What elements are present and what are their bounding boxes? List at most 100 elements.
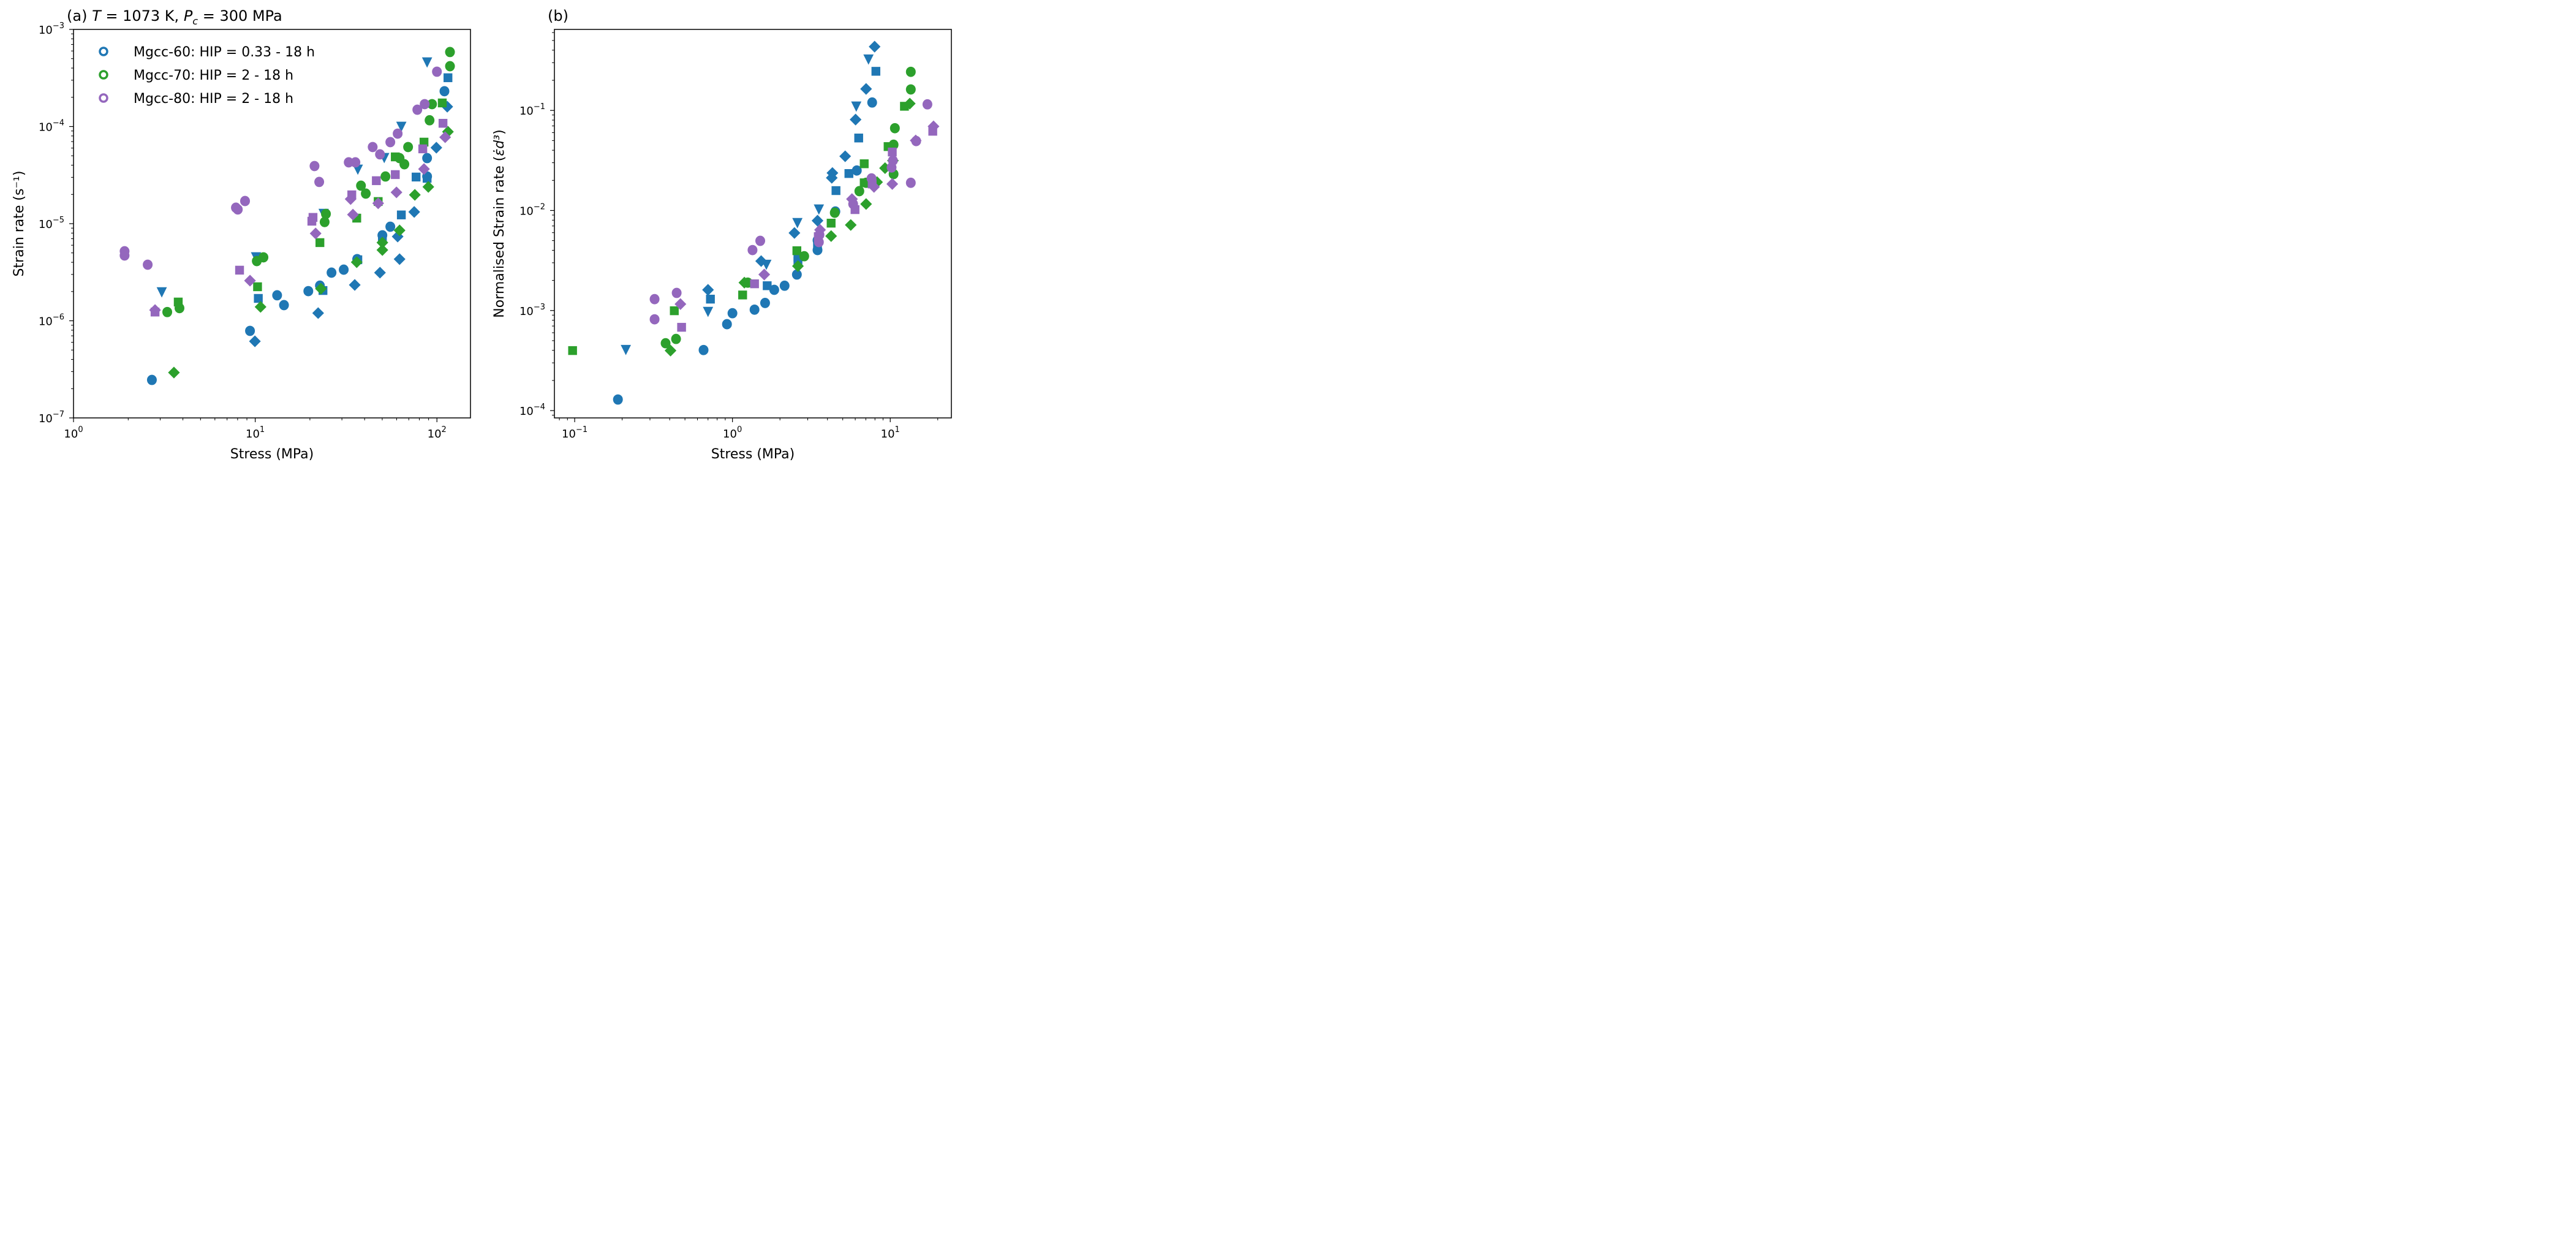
data-point-mgcc-60-diamond <box>430 142 442 154</box>
data-point-mgcc-80-circle <box>143 259 153 270</box>
data-point-mgcc-70-diamond <box>845 219 857 231</box>
data-point-mgcc-60-circle <box>722 319 732 330</box>
data-point-mgcc-60-triangle-down <box>814 204 825 215</box>
panel-a-y-tick-label: 10−5 <box>39 216 64 231</box>
data-point-mgcc-80-diamond <box>814 224 826 236</box>
panel-b-y-tick-label: 10−4 <box>519 403 545 418</box>
data-point-mgcc-70-circle <box>425 115 435 126</box>
panel-b: (b) 10−1 100 101 10−4 10−3 10−2 10−1 Stress (… <box>492 7 952 462</box>
data-point-mgcc-80-circle <box>350 157 361 168</box>
data-point-mgcc-70-square <box>419 137 429 147</box>
panel-b-y-tick-label: 10−3 <box>519 303 545 318</box>
data-point-mgcc-60-triangle-down <box>851 101 862 112</box>
data-point-mgcc-80-diamond <box>439 131 451 143</box>
data-point-mgcc-70-square <box>859 159 869 169</box>
data-point-mgcc-80-circle <box>393 128 403 139</box>
data-point-mgcc-70-circle <box>445 61 455 72</box>
data-point-mgcc-60-circle <box>339 264 349 275</box>
panel-a-y-ticks: 10−7 10−6 10−5 10−4 10−3 <box>39 21 74 425</box>
data-point-mgcc-60-circle <box>791 269 802 280</box>
data-point-mgcc-80-diamond <box>390 186 402 199</box>
data-point-mgcc-80-circle <box>671 287 682 298</box>
legend-entry: Mgcc-60: HIP = 0.33 - 18 h <box>99 45 315 60</box>
data-point-mgcc-80-square <box>438 119 448 128</box>
data-point-mgcc-80-diamond <box>418 163 430 175</box>
panel-a-x-tick-label: 101 <box>246 425 265 441</box>
data-point-mgcc-60-diamond <box>408 206 420 218</box>
panel-a-y-tick-label: 10−7 <box>39 410 64 425</box>
data-point-mgcc-70-square <box>437 98 447 108</box>
data-point-mgcc-80-square <box>391 170 400 180</box>
data-point-mgcc-60-circle <box>279 300 289 311</box>
data-point-mgcc-60-triangle-down <box>621 344 632 355</box>
data-point-mgcc-60-triangle-down <box>396 121 407 132</box>
data-point-mgcc-70-square <box>391 152 400 162</box>
data-point-mgcc-70-square <box>253 282 262 292</box>
data-point-mgcc-80-circle <box>755 235 766 246</box>
data-point-mgcc-60-circle <box>146 374 157 385</box>
data-point-mgcc-80-square <box>850 205 859 214</box>
panel-b-frame <box>554 29 952 419</box>
data-point-mgcc-80-circle <box>375 149 385 160</box>
data-point-mgcc-80-diamond <box>344 193 357 205</box>
data-point-mgcc-70-diamond <box>350 256 363 268</box>
data-point-mgcc-70-diamond <box>393 224 406 237</box>
panel-b-title: (b) <box>548 7 568 25</box>
data-point-mgcc-60-diamond <box>312 307 324 319</box>
data-point-mgcc-80-diamond <box>149 304 161 316</box>
data-point-mgcc-80-circle <box>432 66 442 77</box>
data-point-mgcc-70-diamond <box>315 282 327 295</box>
panel-a-x-ticks: 100 101 102 <box>64 418 447 441</box>
data-point-mgcc-60-circle <box>769 284 779 295</box>
legend-label: Mgcc-80: HIP = 2 - 18 h <box>134 91 293 107</box>
data-point-mgcc-60-diamond <box>811 214 824 227</box>
data-point-mgcc-60-circle <box>852 165 862 176</box>
data-point-mgcc-80-circle <box>344 157 354 168</box>
data-point-mgcc-70-diamond <box>376 237 388 249</box>
data-point-mgcc-60-circle <box>727 308 738 319</box>
data-point-mgcc-60-square <box>412 172 421 182</box>
data-point-mgcc-80-circle <box>747 244 758 256</box>
data-point-mgcc-80-circle <box>233 204 243 215</box>
data-point-mgcc-70-circle <box>445 47 455 58</box>
data-point-mgcc-80-circle <box>314 176 325 188</box>
panel-b-x-ticks: 10−1 100 101 <box>559 418 939 441</box>
data-point-mgcc-60-circle <box>749 304 760 315</box>
data-point-mgcc-70-square <box>859 178 869 188</box>
data-point-mgcc-70-diamond <box>664 344 677 357</box>
data-point-mgcc-80-circle <box>888 155 898 166</box>
data-point-mgcc-70-circle <box>427 99 437 110</box>
data-point-mgcc-60-square <box>422 173 432 183</box>
panel-a-y-label: Strain rate (s⁻¹) <box>12 171 27 277</box>
data-point-mgcc-70-circle <box>854 186 864 197</box>
legend-label: Mgcc-70: HIP = 2 - 18 h <box>134 68 293 83</box>
data-point-mgcc-60-circle <box>698 344 709 355</box>
data-point-mgcc-80-circle <box>412 104 423 115</box>
panel-a-y-tick-label: 10−3 <box>39 21 64 37</box>
data-point-mgcc-80-diamond <box>927 120 940 132</box>
data-point-mgcc-60-diamond <box>702 284 714 296</box>
panel-a-y-tick-label: 10−6 <box>39 313 64 328</box>
data-point-mgcc-60-triangle-down <box>792 218 803 229</box>
legend: Mgcc-60: HIP = 0.33 - 18 h Mgcc-70: HIP =… <box>99 45 315 107</box>
data-point-mgcc-70-square <box>826 218 836 228</box>
panel-b-marks <box>568 40 940 405</box>
data-point-mgcc-70-diamond <box>422 181 434 193</box>
legend-marker-icon <box>99 70 108 80</box>
panel-b-x-tick-label: 101 <box>881 425 900 441</box>
panel-a-y-tick-label: 10−4 <box>39 119 64 134</box>
data-point-mgcc-70-diamond <box>738 276 750 289</box>
data-point-mgcc-60-circle <box>760 298 770 308</box>
data-point-mgcc-70-diamond <box>254 301 266 313</box>
legend-label: Mgcc-60: HIP = 0.33 - 18 h <box>134 45 315 60</box>
data-point-mgcc-70-square <box>792 246 801 256</box>
figure: (a) T = 1073 K, Pc = 300 MPa 100 101 102 1… <box>12 7 952 462</box>
data-point-mgcc-60-square <box>763 281 772 290</box>
data-point-mgcc-60-square <box>706 294 715 304</box>
data-point-mgcc-80-diamond <box>244 275 256 287</box>
panel-a-x-label: Stress (MPa) <box>230 447 314 462</box>
data-point-mgcc-70-diamond <box>442 126 454 138</box>
panel-b-y-tick-label: 10−1 <box>519 102 545 118</box>
panel-b-y-label: Normalised Strain rate (ε̇d³) <box>492 129 507 317</box>
data-point-mgcc-80-diamond <box>758 268 771 281</box>
